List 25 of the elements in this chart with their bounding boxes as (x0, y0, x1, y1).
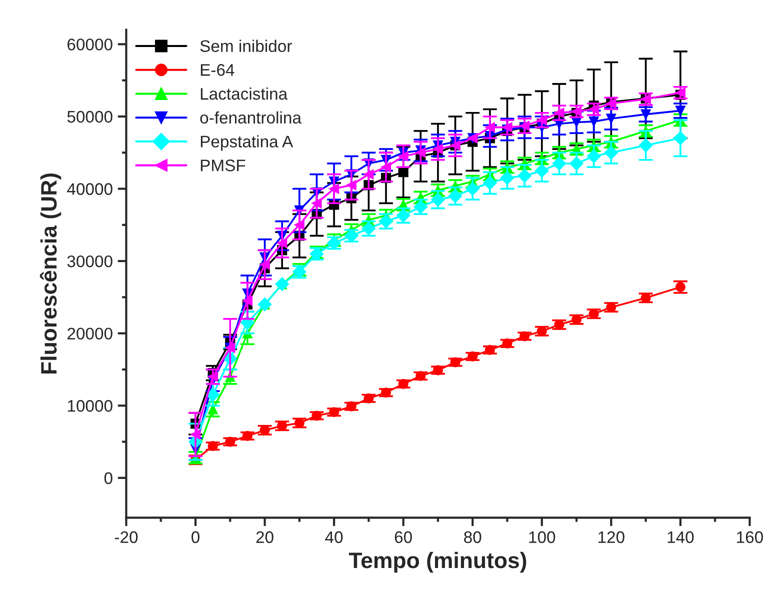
x-tick-label: 40 (325, 531, 343, 544)
x-tick-label: 120 (598, 531, 624, 544)
y-tick-label: 0 (104, 472, 112, 484)
legend-label: o-fenantrolina (200, 111, 302, 124)
x-tick-label: 80 (464, 531, 482, 544)
y-tick-label: 60000 (68, 38, 112, 50)
x-axis-title: Tempo (minutos) (348, 552, 526, 573)
y-axis-title: Fluorescência (UR) (40, 174, 62, 374)
legend-label: PMSF (200, 160, 246, 172)
x-tick-label: -20 (114, 531, 138, 544)
x-tick-label: 0 (192, 531, 200, 544)
x-tick-label: 100 (529, 531, 556, 544)
legend-label: Pepstatina A (200, 135, 294, 151)
y-tick-label: 40000 (67, 183, 112, 195)
x-tick-label: 160 (737, 531, 763, 544)
legend-label: Lactacistina (200, 87, 288, 100)
x-tick-label: 140 (668, 531, 694, 544)
y-tick-label: 50000 (67, 110, 112, 123)
x-tick-label: 20 (256, 531, 274, 544)
y-tick-label: 20000 (68, 328, 112, 340)
y-tick-label: 30000 (67, 255, 112, 268)
x-tick-label: 60 (394, 531, 412, 544)
legend-label: Sem inibidor (200, 40, 292, 52)
y-tick-label: 10000 (68, 400, 112, 412)
legend-label: E-64 (200, 64, 234, 76)
